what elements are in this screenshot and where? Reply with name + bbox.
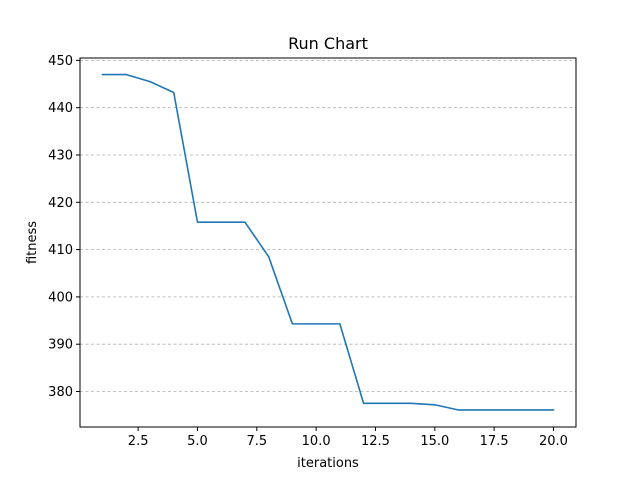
x-tick-label: 5.0 (187, 434, 208, 449)
x-tick-label: 12.5 (361, 434, 390, 449)
fitness-series-line (101, 73, 555, 411)
y-gridlines (80, 59, 576, 392)
y-tick-label: 380 (48, 385, 73, 400)
x-axis-label: iterations (297, 456, 359, 471)
y-tick-label: 400 (48, 290, 73, 305)
series-group (101, 73, 555, 411)
y-tick-label: 450 (48, 54, 73, 69)
x-tick-label: 20.0 (539, 434, 568, 449)
x-tick-label: 7.5 (246, 434, 267, 449)
plot-area (80, 58, 576, 427)
x-tick-label: 17.5 (480, 434, 509, 449)
y-tick-label: 420 (48, 196, 73, 211)
y-axis-label: fitness (25, 221, 40, 264)
y-tick-label: 440 (48, 101, 73, 116)
x-axis-ticks: 2.5 5.0 7.5 10.0 12.5 15.0 17.5 20.0 (128, 427, 568, 449)
plot-frame (79, 57, 577, 428)
x-tick-label: 15.0 (420, 434, 449, 449)
x-tick-label: 2.5 (128, 434, 149, 449)
y-tick-label: 410 (48, 243, 73, 258)
y-tick-label: 390 (48, 338, 73, 353)
x-tick-label: 10.0 (302, 434, 331, 449)
y-axis-ticks: 380 390 400 410 420 430 440 450 (48, 54, 80, 400)
chart-title: Run Chart (288, 34, 368, 53)
y-tick-label: 430 (48, 148, 73, 163)
